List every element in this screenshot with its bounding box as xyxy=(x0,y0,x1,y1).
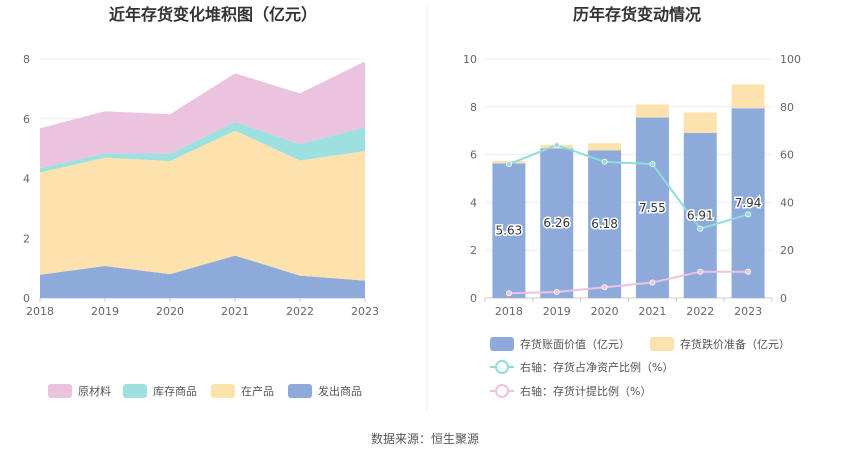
left-x-tick-label: 2020 xyxy=(156,305,184,318)
legend-label-bar-0: 存货账面价值（亿元） xyxy=(520,337,630,351)
legend-label-3: 原材料 xyxy=(78,384,111,398)
left-y-axis: 0 2 4 6 8 xyxy=(23,53,30,305)
right-x-tick-label: 2018 xyxy=(495,305,523,318)
line-series-0 xyxy=(508,143,749,230)
left-x-tick-label: 2019 xyxy=(91,305,119,318)
legend-label-line-1: 右轴：存货计提比例（%） xyxy=(520,384,651,398)
legend-label-0: 发出商品 xyxy=(318,384,362,398)
left-x-axis: 2018 2019 2020 2021 2022 2023 xyxy=(26,298,379,318)
right-left-y-tick-label: 6 xyxy=(470,149,477,162)
legend-swatch-2 xyxy=(123,384,147,398)
right-right-y-tick-label: 100 xyxy=(780,53,801,66)
left-y-tick-label: 4 xyxy=(23,173,30,186)
left-area-series xyxy=(40,61,365,298)
right-right-y-tick-label: 20 xyxy=(780,244,794,257)
bar-book-value xyxy=(588,150,622,298)
left-x-tick-label: 2021 xyxy=(221,305,249,318)
legend-marker-0 xyxy=(495,360,509,374)
line-point-0 xyxy=(601,158,608,165)
bar-value-label: 7.55 xyxy=(639,201,666,215)
bar-value-label: 6.91 xyxy=(687,208,714,222)
legend-swatch-bar-1 xyxy=(650,337,674,351)
bar-impairment-reserve xyxy=(683,112,717,133)
bar-value-label: 5.63 xyxy=(496,224,523,238)
bar-book-value xyxy=(635,117,669,299)
area-series-2 xyxy=(40,121,365,173)
area-series-3 xyxy=(40,61,365,169)
line-point-0 xyxy=(649,161,656,168)
left-y-tick-label: 6 xyxy=(23,113,30,126)
stacked-area-chart: 近年存货变化堆积图（亿元） 0 2 4 6 8 2018 2019 2020 2021 2022… xyxy=(23,5,379,398)
right-left-y-tick-label: 10 xyxy=(463,53,477,66)
bar-book-value xyxy=(731,108,765,298)
bar-book-value xyxy=(492,163,526,298)
right-line-series xyxy=(505,142,752,297)
line-point-1 xyxy=(697,268,704,275)
legend-label-2: 库存商品 xyxy=(153,384,197,398)
bar-value-label: 7.94 xyxy=(735,196,762,210)
left-x-tick-label: 2022 xyxy=(286,305,314,318)
right-right-y-tick-label: 80 xyxy=(780,101,794,114)
legend-swatch-1 xyxy=(211,384,235,398)
right-left-y-tick-label: 8 xyxy=(470,101,477,114)
right-right-y-tick-label: 0 xyxy=(780,292,787,305)
legend-swatch-bar-0 xyxy=(490,337,514,351)
right-left-y-tick-label: 2 xyxy=(470,244,477,257)
line-point-0 xyxy=(505,161,512,168)
bar-impairment-reserve xyxy=(588,143,622,151)
legend-marker-1 xyxy=(495,384,509,398)
right-right-y-tick-label: 40 xyxy=(780,196,794,209)
right-gridlines xyxy=(485,58,772,299)
left-y-tick-label: 0 xyxy=(23,292,30,305)
area-series-0 xyxy=(40,255,365,298)
legend-label-line-0: 右轴：存货占净资产比例（%） xyxy=(520,360,673,374)
area-series-1 xyxy=(40,130,365,281)
right-x-tick-label: 2021 xyxy=(638,305,666,318)
bar-value-label: 6.18 xyxy=(591,217,618,231)
right-legend: 存货账面价值（亿元） 存货跌价准备（亿元） 右轴：存货占净资产比例（%） 右轴：存货计… xyxy=(490,337,790,398)
right-x-axis: 2018 2019 2020 2021 2022 2023 xyxy=(484,298,773,318)
left-legend: 原材料 库存商品 在产品 发出商品 xyxy=(48,384,362,398)
line-point-0 xyxy=(697,225,704,232)
line-point-1 xyxy=(553,289,560,296)
right-bar-series xyxy=(492,84,765,299)
line-series-1 xyxy=(508,270,749,295)
line-point-1 xyxy=(505,290,512,297)
right-right-y-tick-label: 60 xyxy=(780,149,794,162)
bar-impairment-reserve xyxy=(635,104,669,118)
legend-label-bar-1: 存货跌价准备（亿元） xyxy=(680,337,790,351)
right-chart-title: 历年存货变动情况 xyxy=(573,5,701,24)
right-x-tick-label: 2020 xyxy=(591,305,619,318)
right-x-tick-label: 2023 xyxy=(734,305,762,318)
bar-line-combo-chart: 历年存货变动情况 5.63 6.26 6.18 7.55 6.91 7.94 0 2 4 6 8 1… xyxy=(463,5,801,398)
left-y-tick-label: 8 xyxy=(23,53,30,66)
line-point-1 xyxy=(745,268,752,275)
right-x-tick-label: 2019 xyxy=(543,305,571,318)
legend-swatch-3 xyxy=(48,384,72,398)
line-point-0 xyxy=(745,211,752,218)
line-point-1 xyxy=(649,279,656,286)
bar-value-label: 6.26 xyxy=(543,216,570,230)
left-x-tick-label: 2018 xyxy=(26,305,54,318)
left-chart-title: 近年存货变化堆积图（亿元） xyxy=(109,5,317,24)
legend-swatch-0 xyxy=(288,384,312,398)
data-source-note: 数据来源：恒生聚源 xyxy=(371,431,479,446)
line-point-1 xyxy=(601,284,608,291)
legend-label-1: 在产品 xyxy=(241,384,274,398)
bar-impairment-reserve xyxy=(731,84,765,109)
right-x-tick-label: 2022 xyxy=(686,305,714,318)
left-y-tick-label: 2 xyxy=(23,232,30,245)
right-left-y-tick-label: 4 xyxy=(470,196,477,209)
right-bar-labels: 5.63 6.26 6.18 7.55 6.91 7.94 xyxy=(494,195,763,240)
left-x-tick-label: 2023 xyxy=(351,305,379,318)
right-left-y-axis: 0 2 4 6 8 10 xyxy=(463,53,477,305)
line-point-0 xyxy=(553,142,560,149)
right-left-y-tick-label: 0 xyxy=(470,292,477,305)
right-right-y-axis: 0 20 40 60 80 100 xyxy=(780,53,801,305)
bar-book-value xyxy=(540,148,574,298)
